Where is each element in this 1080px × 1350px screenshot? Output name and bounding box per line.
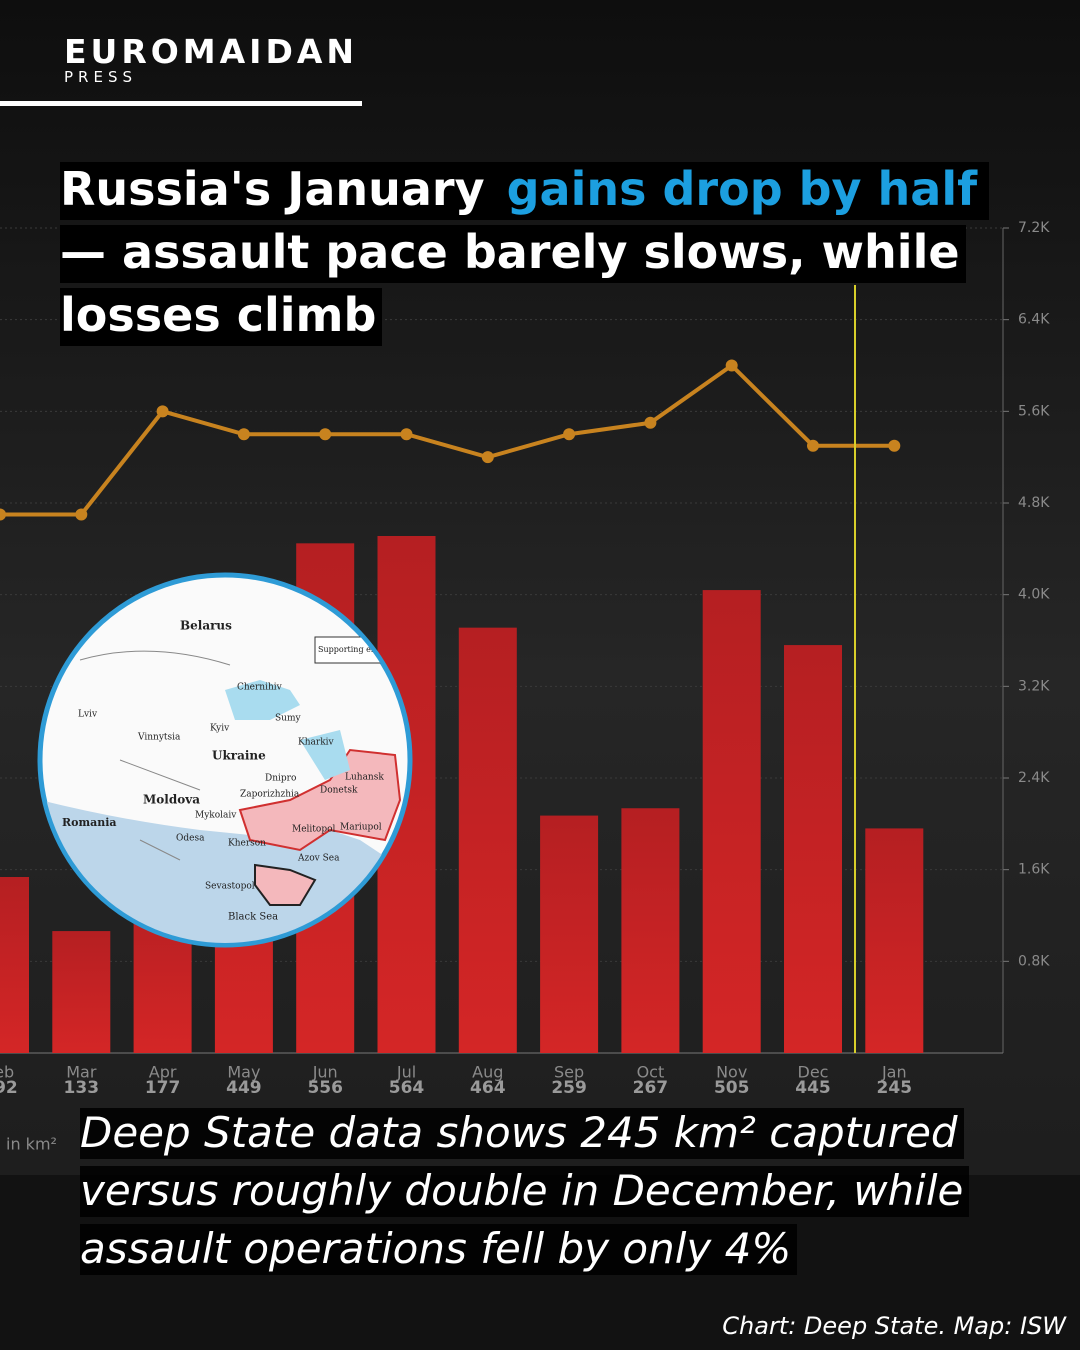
map-label: Luhansk <box>345 773 384 783</box>
y2-tick-label: 6.4K <box>1018 312 1050 328</box>
map-label: Supporting effort Northern axis <box>318 645 447 654</box>
subheadline-text: Deep State data shows 245 km² captured v… <box>80 1108 970 1275</box>
line-point <box>644 416 657 429</box>
y2-tick-label: 4.8K <box>1018 495 1050 511</box>
value-label: 245 <box>877 1078 913 1098</box>
x-tick-label: Oct <box>637 1063 665 1082</box>
value-label: 556 <box>307 1078 343 1098</box>
value-label: 177 <box>145 1078 181 1098</box>
line-point <box>237 428 250 441</box>
map-label: Romania <box>62 816 117 829</box>
line-point <box>563 428 576 441</box>
headline-text: Russia's January <box>60 162 507 220</box>
line-point <box>156 405 169 418</box>
map-label: Azov Sea <box>297 854 340 864</box>
bar <box>52 931 111 1053</box>
map-label: Vinnytsia <box>137 733 181 743</box>
y2-tick-label: 5.6K <box>1018 403 1050 419</box>
occupied-area <box>238 748 402 852</box>
x-tick-label: Dec <box>798 1063 829 1082</box>
line-point <box>807 439 819 452</box>
x-tick-label: Aug <box>472 1063 503 1082</box>
headline-highlight: gains drop by half <box>506 162 984 220</box>
contested-area <box>225 680 300 720</box>
bar <box>784 645 842 1053</box>
line <box>0 362 895 517</box>
unit-label: in km² <box>6 1135 57 1154</box>
brand-sub: PRESS <box>64 68 137 86</box>
border <box>79 650 231 861</box>
value-label: 564 <box>389 1078 425 1098</box>
map-label: Chernihiv <box>237 683 283 693</box>
map-label: Ukraine <box>212 749 266 763</box>
value-label: 133 <box>64 1078 100 1098</box>
map-label: Dnipro <box>265 774 296 784</box>
y2-tick-label: 7.2K <box>1018 220 1050 236</box>
map-label: Mykolaiv <box>195 811 237 821</box>
x-tick-label: Nov <box>716 1063 747 1082</box>
value-label: 267 <box>633 1078 669 1098</box>
x-tick-label: Jun <box>312 1063 338 1082</box>
map-label: Kyiv <box>210 724 230 734</box>
y2-tick-label: 0.8K <box>1018 953 1050 969</box>
value-label: 259 <box>551 1078 587 1098</box>
x-tick-label: Jul <box>396 1063 416 1082</box>
line-point <box>319 428 332 441</box>
map-label: Moldova <box>143 793 200 807</box>
credit: Chart: Deep State. Map: ISW <box>722 1312 1066 1340</box>
map-label: Kharkiv <box>298 738 335 748</box>
map-label: Mariupol <box>340 823 382 833</box>
bar <box>865 828 924 1053</box>
line-point <box>481 451 494 464</box>
bar <box>458 627 517 1053</box>
map-label: Sumy <box>275 714 301 724</box>
line-point <box>75 508 88 521</box>
y2-tick-label: 2.4K <box>1018 770 1050 786</box>
map-label: Kherson <box>228 839 266 849</box>
value-label: 449 <box>226 1078 262 1098</box>
bar <box>0 877 29 1053</box>
value-label: 445 <box>795 1078 831 1098</box>
map-label: Melitopol <box>292 825 336 835</box>
map-label: Zaporizhzhia <box>240 790 300 800</box>
line-point <box>0 508 6 521</box>
bar <box>540 815 599 1053</box>
brand: EUROMAIDAN <box>64 32 359 71</box>
subheadline: Deep State data shows 245 km² captured v… <box>80 1104 1010 1278</box>
value-label: 192 <box>0 1078 18 1098</box>
crimea <box>254 863 317 906</box>
x-tick-label: May <box>227 1063 260 1082</box>
x-tick-label: Mar <box>66 1063 97 1082</box>
x-tick-label: Feb <box>0 1063 14 1082</box>
x-tick-label: Sep <box>554 1063 584 1082</box>
brand-rule <box>0 101 362 106</box>
value-label: 464 <box>470 1078 506 1098</box>
value-label: 505 <box>714 1078 750 1098</box>
map-label: Donetsk <box>320 786 358 796</box>
headline: Russia's January gains drop by half — as… <box>60 158 990 347</box>
bar <box>702 590 761 1053</box>
map-label: Odesa <box>176 834 205 844</box>
y2-tick-label: 3.2K <box>1018 678 1050 694</box>
x-tick-label: Jan <box>881 1063 907 1082</box>
map-label: Belarus <box>180 619 232 633</box>
y2-tick-label: 1.6K <box>1018 862 1050 878</box>
line-point <box>400 428 413 441</box>
line-point <box>725 359 738 372</box>
map-label: Black Sea <box>228 912 278 923</box>
map-label: Sevastopol <box>205 882 255 892</box>
bar <box>621 808 680 1053</box>
contested-area <box>300 730 350 780</box>
line-point <box>888 439 901 452</box>
map-label: Lviv <box>78 710 98 720</box>
y2-tick-label: 4.0K <box>1018 587 1050 603</box>
x-tick-label: Apr <box>149 1063 177 1082</box>
